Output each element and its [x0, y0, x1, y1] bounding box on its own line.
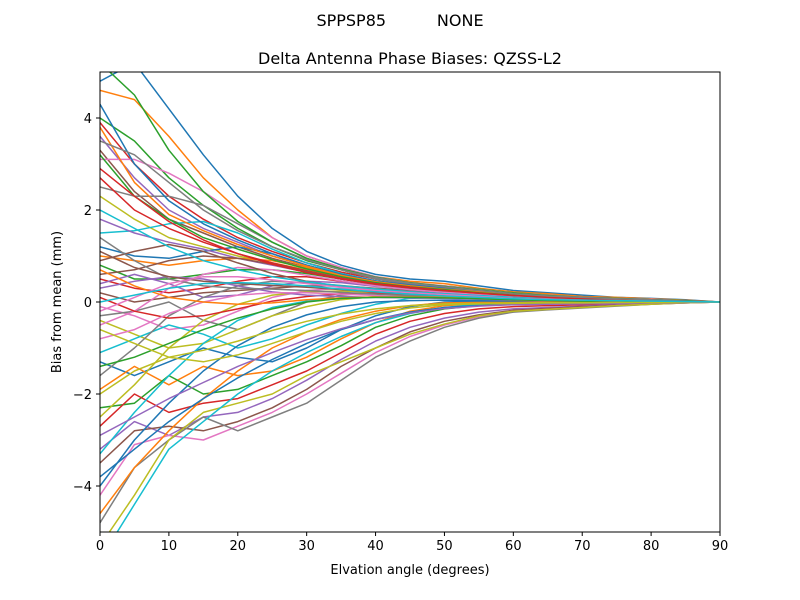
series-line-59 [100, 301, 720, 363]
x-tick-label: 70 [574, 539, 591, 554]
x-tick-label: 80 [643, 539, 660, 554]
y-tick-label: −2 [73, 388, 92, 403]
x-tick-label: 50 [436, 539, 453, 554]
x-axis-ticks: 0 10 20 30 40 50 60 70 80 90 [96, 532, 728, 554]
figure-suptitle: SPPSP85 NONE [316, 11, 483, 30]
series-line-55 [100, 301, 720, 437]
x-tick-label: 0 [96, 539, 104, 554]
x-tick-label: 60 [505, 539, 522, 554]
series-line-29 [108, 301, 720, 532]
x-tick-label: 90 [712, 539, 729, 554]
series-lines [100, 72, 720, 532]
y-tick-label: 2 [84, 204, 92, 219]
x-tick-label: 20 [230, 539, 247, 554]
series-line-2 [100, 89, 720, 303]
series-line-54 [100, 168, 720, 303]
y-axis-ticks: −4 −2 0 2 4 [73, 112, 100, 495]
series-line-60 [100, 281, 720, 303]
x-tick-label: 40 [367, 539, 384, 554]
x-tick-label: 30 [298, 539, 315, 554]
y-tick-label: 0 [84, 296, 92, 311]
y-tick-label: 4 [84, 112, 92, 127]
x-axis-label: Elvation angle (degrees) [330, 563, 489, 578]
y-tick-label: −4 [73, 480, 92, 495]
series-line-58 [100, 140, 720, 303]
y-axis-label: Bias from mean (mm) [50, 231, 65, 373]
x-tick-label: 10 [161, 539, 178, 554]
chart-title: Delta Antenna Phase Biases: QZSS-L2 [258, 49, 562, 68]
